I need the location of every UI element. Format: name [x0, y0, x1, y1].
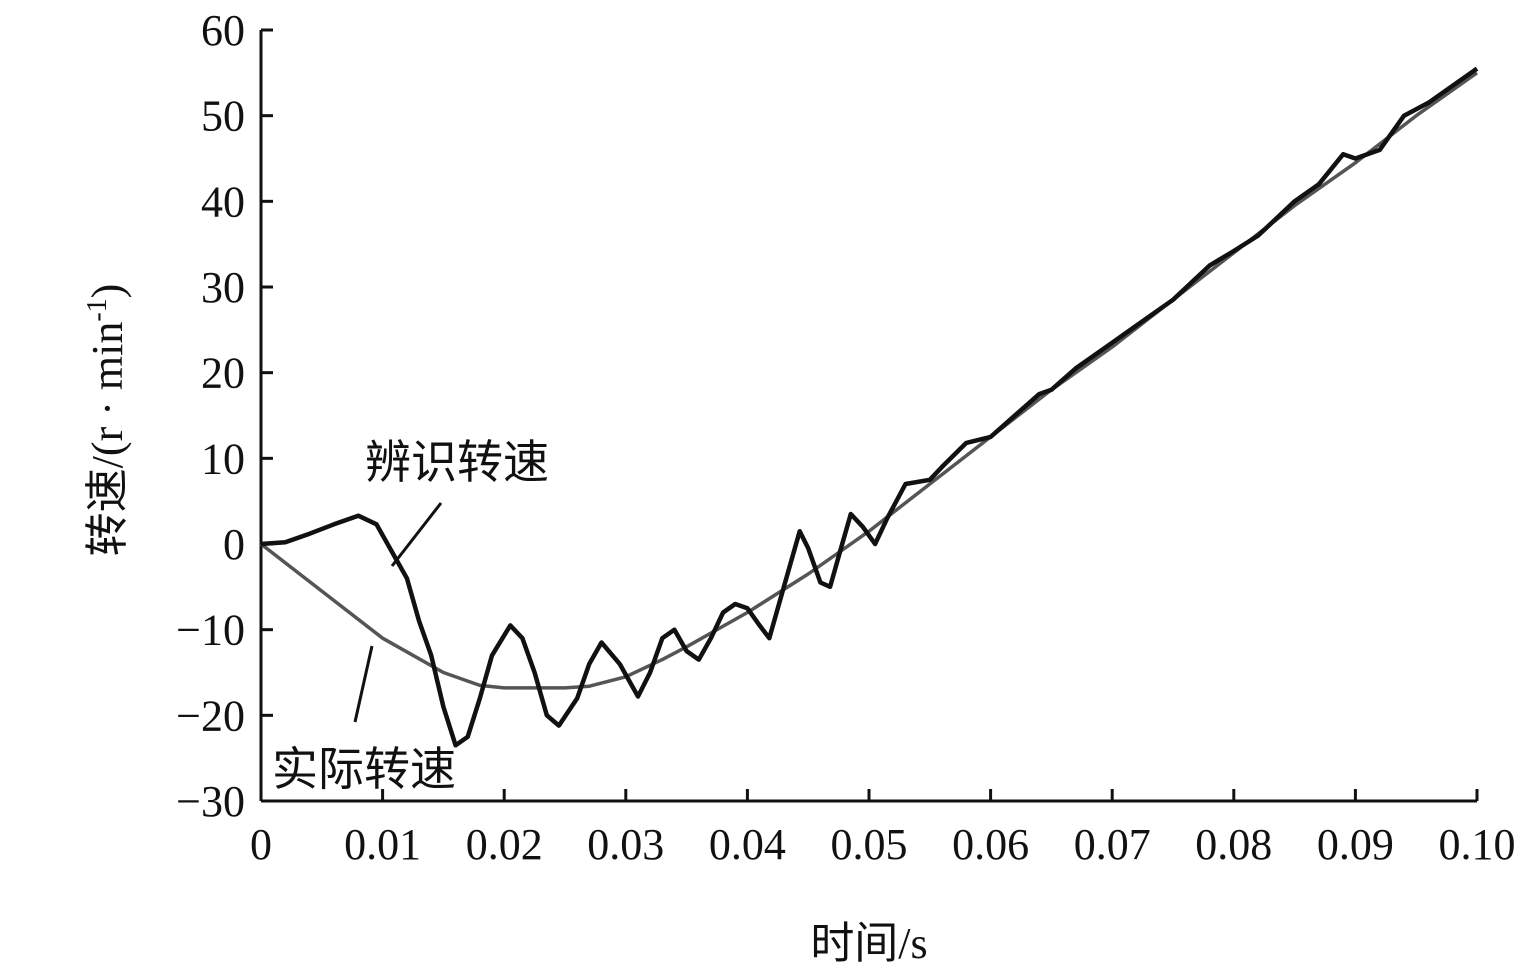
y-axis-title-end: ) [83, 284, 132, 299]
x-tick-label: 0 [250, 820, 272, 869]
series-actual-speed-line [259, 71, 1479, 690]
x-tick-label: 0.01 [344, 820, 421, 869]
annotations: 辨识转速 实际转速 [272, 437, 549, 795]
x-axis-title: 时间/s [810, 919, 927, 968]
x-tick-label: 0.03 [587, 820, 664, 869]
y-axis-title-sup: -1 [82, 298, 113, 321]
series-identified-speed-line [260, 66, 1479, 748]
annotation-identified-leader [390, 502, 443, 567]
x-tick-label: 0.06 [952, 820, 1029, 869]
y-tick-label: 20 [201, 349, 245, 398]
y-tick-label: 10 [201, 434, 245, 483]
y-tick-label: 40 [201, 177, 245, 226]
y-axis-title-main: 转速/(r · min [83, 322, 132, 557]
annotation-identified-speed: 辨识转速 [365, 437, 549, 488]
y-axis-title: 转速/(r · min-1) [82, 284, 132, 557]
x-tick-label: 0.09 [1317, 820, 1394, 869]
y-tick-label: 30 [201, 263, 245, 312]
y-tick-label: 0 [223, 520, 245, 569]
y-tick-label: −30 [176, 777, 245, 826]
annotation-actual-speed: 实际转速 [272, 744, 456, 795]
annotation-actual-leader [353, 645, 374, 723]
y-tick-label: 60 [201, 6, 245, 55]
y-tick-label: −20 [176, 691, 245, 740]
x-tick-label: 0.10 [1439, 820, 1516, 869]
x-tick-label: 0.02 [466, 820, 543, 869]
y-tick-label: 50 [201, 92, 245, 141]
x-tick-label: 0.04 [709, 820, 786, 869]
axes [259, 30, 1477, 803]
x-tick-label: 0.07 [1074, 820, 1151, 869]
y-tick-label: −10 [176, 606, 245, 655]
x-tick-label: 0.08 [1195, 820, 1272, 869]
x-tick-label: 0.05 [831, 820, 908, 869]
